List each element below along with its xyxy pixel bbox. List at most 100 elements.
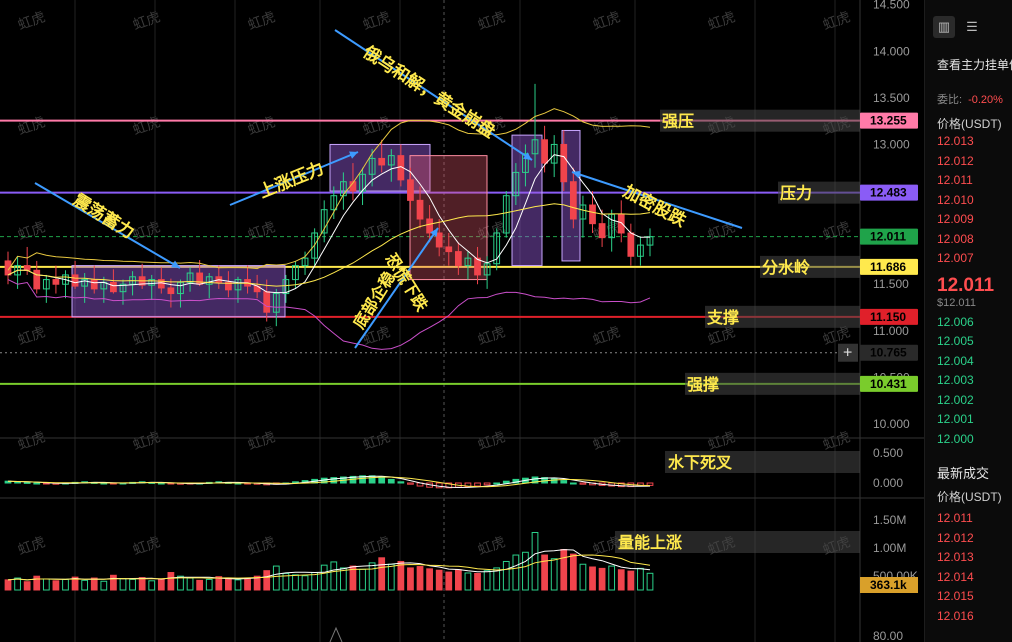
bid-row[interactable]: 12.002: [937, 392, 974, 407]
watermark-text: 虹虎: [246, 324, 278, 349]
macd-bar: [531, 476, 539, 484]
volume-tick: 80.00: [873, 629, 903, 642]
price-badge: [860, 344, 918, 361]
watermark-text: 虹虎: [591, 429, 623, 454]
bid-row[interactable]: 12.006: [937, 314, 974, 329]
watermark-text: 虹虎: [361, 429, 393, 454]
macd-bar: [445, 482, 453, 489]
price-badge: [860, 228, 918, 245]
add-button: [838, 343, 858, 362]
candle-body: [301, 257, 309, 267]
price-tick: 13.500: [873, 91, 910, 105]
price-badge-text: 12.011: [870, 230, 906, 244]
watermark-text: 虹虎: [246, 9, 278, 34]
watermark-text: 虹虎: [591, 324, 623, 349]
candle-body: [541, 139, 548, 164]
watermark-text: 虹虎: [821, 219, 853, 244]
panel-icon[interactable]: ▥: [933, 16, 955, 38]
watermark-text: 虹虎: [16, 324, 48, 349]
arrow-head: [171, 260, 180, 268]
candle-body: [330, 195, 338, 211]
volume-label: 量能上涨: [618, 533, 682, 552]
trade-row: 12.014: [937, 569, 974, 584]
plus-icon: +: [843, 345, 852, 362]
volume-bar: [416, 566, 424, 591]
annotation-arrow: [354, 227, 439, 349]
ask-row[interactable]: 12.007: [937, 251, 974, 265]
volume-bar: [282, 572, 290, 591]
ask-row[interactable]: 12.008: [937, 231, 974, 246]
volume-bar: [215, 576, 223, 591]
candle-body: [637, 244, 644, 257]
candle-body: [560, 143, 568, 183]
volume-bar: [598, 567, 606, 591]
volume-bar: [138, 577, 146, 591]
candle-body: [119, 283, 127, 293]
macd-dea: [7, 476, 651, 488]
bid-ask-ratio: 委比: -0.20%: [937, 94, 1003, 106]
annotation-arrow: [34, 182, 181, 269]
volume-bar: [23, 581, 31, 591]
triangle-marker: [329, 626, 343, 642]
level-label: 分水岭: [762, 258, 810, 277]
candle-body: [225, 281, 232, 291]
bid-row[interactable]: 12.003: [937, 373, 974, 387]
recent-trades-title[interactable]: 最新成交: [937, 466, 990, 481]
watermark-text: 虹虎: [131, 114, 163, 139]
ask-row[interactable]: 12.010: [937, 192, 974, 207]
watermark-text: 虹虎: [246, 534, 278, 559]
price-tick: 14.500: [873, 0, 910, 12]
price-badge-text: 13.255: [870, 114, 907, 128]
watermark-text: 虹虎: [131, 324, 163, 349]
volume-bar: [637, 567, 644, 591]
candle-body: [282, 279, 290, 295]
order-signal-title[interactable]: 查看主力挂单信号: [937, 58, 1012, 72]
volume-bar: [320, 564, 328, 591]
candle-body: [110, 281, 117, 293]
candle-body: [81, 279, 89, 287]
last-price: 12.011: [937, 274, 995, 296]
bid-row[interactable]: 12.001: [937, 412, 974, 426]
list-icon[interactable]: ☰: [966, 19, 978, 34]
watermark-text: 虹虎: [476, 9, 508, 34]
macd-bar: [579, 482, 587, 485]
volume-bar: [579, 563, 587, 591]
volume-bar: [617, 569, 625, 591]
candle-body: [378, 157, 386, 166]
price-badge: [860, 258, 918, 275]
candle-body: [368, 157, 376, 175]
annotation-shake: 震荡蓄力: [69, 189, 139, 243]
candle-body: [512, 171, 520, 197]
volume-bar: [157, 578, 165, 591]
watermark-text: 虹虎: [361, 9, 393, 34]
zone-box: [71, 265, 286, 318]
candle-body: [416, 199, 424, 220]
candle-body: [598, 223, 606, 239]
watermark-text: 虹虎: [591, 9, 623, 34]
candle-body: [569, 181, 577, 220]
bid-row[interactable]: 12.004: [937, 353, 974, 368]
candle-body: [550, 143, 558, 164]
ask-row[interactable]: 12.009: [937, 212, 974, 226]
bid-row[interactable]: 12.005: [937, 334, 974, 348]
ask-row[interactable]: 12.012: [937, 153, 974, 168]
macd-bar: [493, 482, 501, 485]
candle-body: [42, 279, 50, 290]
watermark-text: 虹虎: [476, 429, 508, 454]
macd-bar: [387, 478, 395, 484]
candle-body: [426, 218, 433, 234]
bid-list: 12.006 12.005 12.004 12.003 12.002 12.001 12.0…: [925, 313, 1012, 450]
candle-body: [522, 153, 529, 173]
volume-bar: [627, 570, 635, 591]
macd-bar: [502, 480, 510, 484]
volume-bar: [569, 553, 577, 591]
ask-row[interactable]: 12.013: [937, 134, 974, 148]
volume-bar: [426, 568, 433, 591]
ask-row[interactable]: 12.011: [937, 173, 973, 187]
candle-body: [646, 236, 654, 246]
arrow-head: [572, 170, 581, 179]
bid-row[interactable]: 12.000: [937, 431, 974, 446]
volume-bar: [560, 549, 568, 591]
volume-bar: [512, 554, 520, 591]
